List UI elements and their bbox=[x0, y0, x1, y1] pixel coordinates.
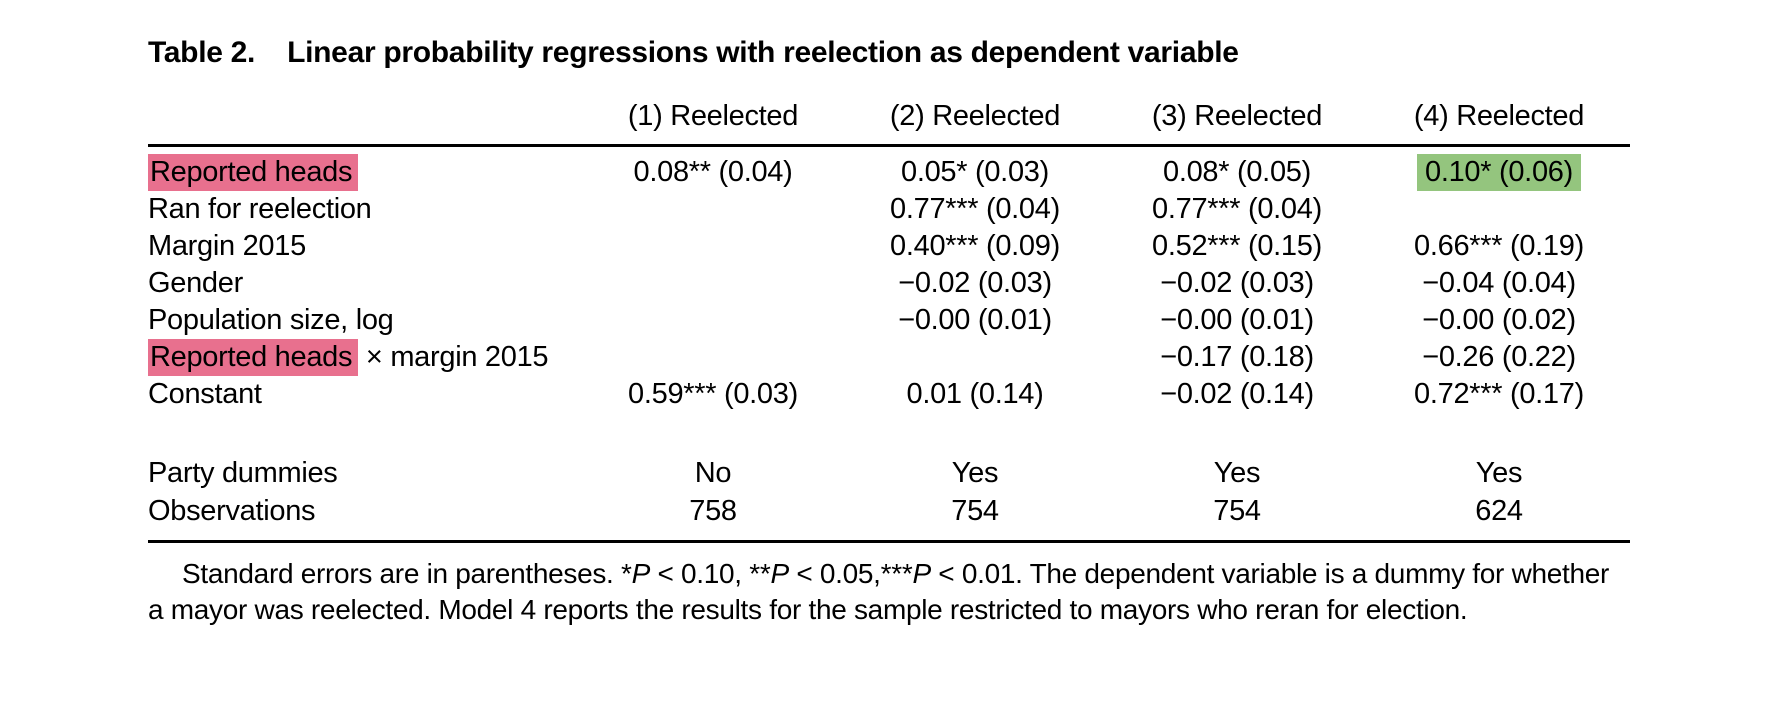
table-row: Constant 0.59*** (0.03) 0.01 (0.14) −0.02 (… bbox=[148, 376, 1630, 413]
cell-text: −0.02 (0.03) bbox=[1160, 267, 1314, 299]
row-label-text: Gender bbox=[148, 267, 243, 299]
summary-row: Party dummies No Yes Yes Yes bbox=[148, 454, 1630, 492]
footnote-text: < 0.01. The dependent variable is a dumm… bbox=[148, 558, 1610, 625]
table-header-row: (1) Reelected (2) Reelected (3) Reelected (… bbox=[148, 97, 1630, 135]
row-label: Reported heads × margin 2015 bbox=[148, 339, 582, 376]
cell-text: 0.05* (0.03) bbox=[901, 156, 1049, 188]
table-row: Reported heads × margin 2015 −0.17 (0.18)… bbox=[148, 339, 1630, 376]
table-row: Population size, log −0.00 (0.01) −0.00 (0… bbox=[148, 302, 1630, 339]
cell-value: 0.52*** (0.15) bbox=[1106, 230, 1368, 263]
highlight-mark: 0.10* (0.06) bbox=[1417, 154, 1581, 191]
cell-text: 0.08* (0.05) bbox=[1163, 156, 1311, 188]
cell-value: −0.00 (0.02) bbox=[1368, 304, 1630, 337]
row-label-text: Margin 2015 bbox=[148, 230, 306, 262]
row-label: Observations bbox=[148, 494, 316, 527]
footnote-text: Standard errors are in parentheses. * bbox=[182, 558, 632, 589]
table-rule-top bbox=[148, 144, 1630, 147]
cell-value: −0.02 (0.03) bbox=[844, 267, 1106, 300]
cell-value: 0.08* (0.05) bbox=[1106, 156, 1368, 189]
cell-value: −0.02 (0.03) bbox=[1106, 267, 1368, 300]
row-label: Constant bbox=[148, 378, 582, 411]
cell-value: 0.66*** (0.19) bbox=[1368, 230, 1630, 263]
table-row: Reported heads 0.08** (0.04) 0.05* (0.03) 0… bbox=[148, 154, 1630, 191]
cell-text: 0.59*** (0.03) bbox=[628, 378, 798, 410]
column-header: (4) Reelected bbox=[1413, 99, 1585, 132]
footnote-text: < 0.10, ** bbox=[650, 558, 771, 589]
row-label: Gender bbox=[148, 267, 582, 300]
cell-text: 0.40*** (0.09) bbox=[890, 230, 1060, 262]
cell-text: 0.08** (0.04) bbox=[633, 156, 793, 188]
table-number: Table 2. bbox=[148, 36, 256, 69]
cell-value: 758 bbox=[689, 494, 737, 527]
cell-text: −0.04 (0.04) bbox=[1422, 267, 1576, 299]
table-row: Margin 2015 0.40*** (0.09) 0.52*** (0.15) 0… bbox=[148, 228, 1630, 265]
cell-text: 0.77*** (0.04) bbox=[890, 193, 1060, 225]
cell-text: 0.52*** (0.15) bbox=[1152, 230, 1322, 262]
cell-value: 0.77*** (0.04) bbox=[1106, 193, 1368, 226]
row-label-text: Population size, log bbox=[148, 304, 394, 336]
cell-value: 0.59*** (0.03) bbox=[582, 378, 844, 411]
cell-value: −0.17 (0.18) bbox=[1106, 341, 1368, 374]
cell-value: 0.72*** (0.17) bbox=[1368, 378, 1630, 411]
table-footnote: Standard errors are in parentheses. *P <… bbox=[148, 556, 1630, 628]
table-rule-bottom bbox=[148, 540, 1630, 543]
cell-value: −0.26 (0.22) bbox=[1368, 341, 1630, 374]
cell-text: 0.01 (0.14) bbox=[906, 378, 1044, 410]
footnote-italic-p: P bbox=[770, 558, 789, 589]
cell-value: 0.10* (0.06) bbox=[1368, 154, 1630, 191]
cell-value: Yes bbox=[951, 456, 999, 489]
row-label: Population size, log bbox=[148, 304, 582, 337]
cell-value: 0.77*** (0.04) bbox=[844, 193, 1106, 226]
cell-value: 754 bbox=[1213, 494, 1261, 527]
cell-text: −0.00 (0.01) bbox=[1160, 304, 1314, 336]
column-header: (1) Reelected bbox=[627, 99, 799, 132]
table-caption-text: Linear probability regressions with reel… bbox=[287, 36, 1239, 69]
cell-value: −0.02 (0.14) bbox=[1106, 378, 1368, 411]
cell-text: −0.02 (0.14) bbox=[1160, 378, 1314, 410]
table-body: Reported heads 0.08** (0.04) 0.05* (0.03) 0… bbox=[148, 147, 1630, 413]
column-header: (3) Reelected bbox=[1151, 99, 1323, 132]
cell-value: 0.08** (0.04) bbox=[582, 156, 844, 189]
row-label-text: Ran for reelection bbox=[148, 193, 372, 225]
cell-value: 624 bbox=[1475, 494, 1523, 527]
table-row: Ran for reelection 0.77*** (0.04) 0.77*** … bbox=[148, 191, 1630, 228]
cell-text: 0.72*** (0.17) bbox=[1414, 378, 1584, 410]
highlight-mark: Reported heads bbox=[148, 154, 359, 191]
footnote-text: < 0.05,*** bbox=[788, 558, 913, 589]
table-caption: Table 2. Linear probability regressions w… bbox=[148, 36, 1630, 70]
cell-value: 0.40*** (0.09) bbox=[844, 230, 1106, 263]
highlight-mark: Reported heads bbox=[148, 339, 359, 376]
row-label: Ran for reelection bbox=[148, 193, 582, 226]
row-label: Margin 2015 bbox=[148, 230, 582, 263]
cell-value: 0.05* (0.03) bbox=[844, 156, 1106, 189]
summary-row: Observations 758 754 754 624 bbox=[148, 492, 1630, 530]
cell-value: −0.04 (0.04) bbox=[1368, 267, 1630, 300]
cell-value: Yes bbox=[1475, 456, 1523, 489]
row-label: Party dummies bbox=[148, 456, 338, 489]
table-summary: Party dummies No Yes Yes Yes Observations 758 7… bbox=[148, 454, 1630, 530]
row-label-text: × margin 2015 bbox=[358, 341, 549, 373]
cell-value: −0.00 (0.01) bbox=[1106, 304, 1368, 337]
row-label-text: Constant bbox=[148, 378, 262, 410]
cell-value: Yes bbox=[1213, 456, 1261, 489]
table-row: Gender −0.02 (0.03) −0.02 (0.03) −0.04 (0.0… bbox=[148, 265, 1630, 302]
cell-text: −0.00 (0.02) bbox=[1422, 304, 1576, 336]
cell-value: 754 bbox=[951, 494, 999, 527]
cell-text: 0.66*** (0.19) bbox=[1414, 230, 1584, 262]
cell-text: 0.77*** (0.04) bbox=[1152, 193, 1322, 225]
cell-value: −0.00 (0.01) bbox=[844, 304, 1106, 337]
cell-text: −0.02 (0.03) bbox=[898, 267, 1052, 299]
footnote-italic-p: P bbox=[912, 558, 931, 589]
cell-value: 0.01 (0.14) bbox=[844, 378, 1106, 411]
cell-value: No bbox=[694, 456, 732, 489]
cell-text: −0.17 (0.18) bbox=[1160, 341, 1314, 373]
column-header: (2) Reelected bbox=[889, 99, 1061, 132]
footnote-italic-p: P bbox=[631, 558, 651, 589]
cell-text: −0.00 (0.01) bbox=[898, 304, 1052, 336]
cell-text: −0.26 (0.22) bbox=[1422, 341, 1576, 373]
row-label: Reported heads bbox=[148, 154, 582, 191]
page: Table 2. Linear probability regressions w… bbox=[148, 36, 1630, 628]
